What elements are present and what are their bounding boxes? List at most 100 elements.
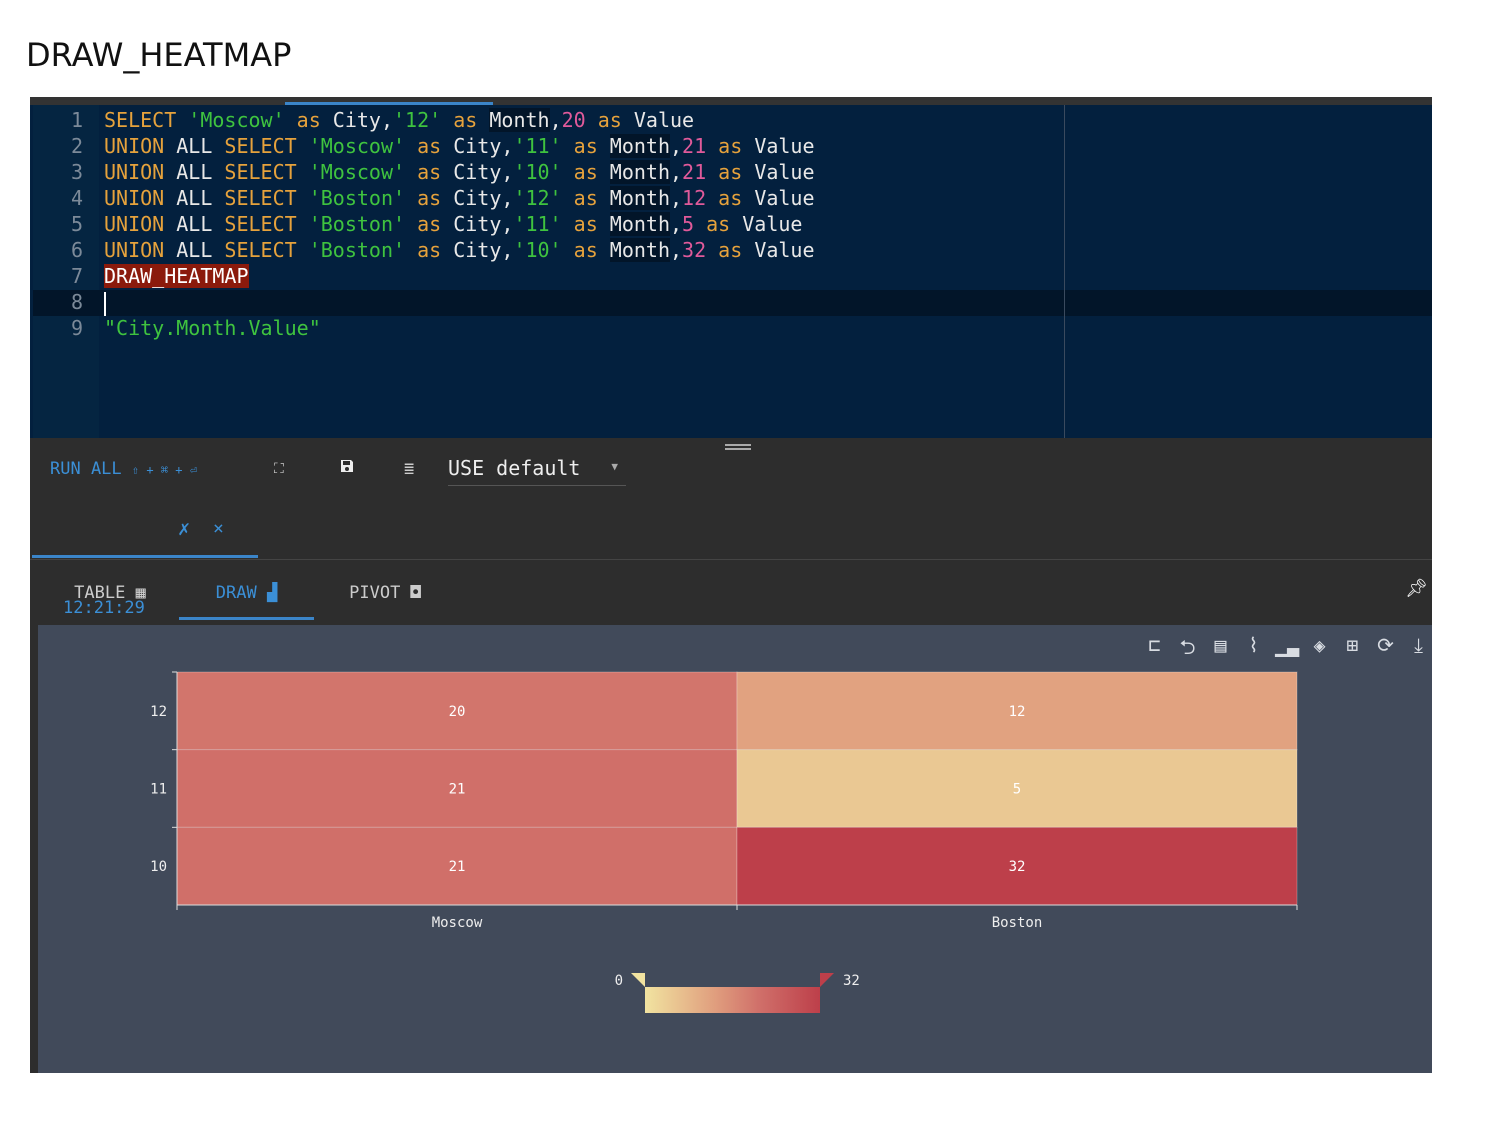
code-token: '12'	[393, 108, 442, 132]
cell-label: 5	[1013, 782, 1021, 798]
pin-icon[interactable]: 📌︎	[1405, 578, 1428, 599]
code-token: 5	[682, 212, 695, 236]
table-grid-icon: ▦	[135, 583, 146, 603]
tab-pivot[interactable]: PIVOT ◘	[335, 578, 435, 620]
restore-icon[interactable]: ⟳	[1377, 633, 1394, 657]
code-token: as	[405, 134, 454, 158]
run-shortcut: ⇧ + ⌘ + ⏎	[131, 463, 197, 477]
download-icon[interactable]: ⤓	[1414, 633, 1423, 657]
code-token: '11'	[513, 134, 562, 158]
bottom-panel: RUN ALL ⇧ + ⌘ + ⏎ ⛶ ≣ USE default ▼ 12:21…	[30, 438, 1432, 1073]
code-token: SELECT	[224, 238, 309, 262]
code-text: UNION ALL SELECT 'Boston' as City,'11' a…	[104, 211, 802, 237]
code-token: SELECT	[224, 186, 309, 210]
code-token: as	[441, 108, 490, 132]
sql-editor[interactable]: 1 SELECT 'Moscow' as City,'12' as Month,2…	[30, 97, 1432, 438]
code-text: DRAW_HEATMAP	[104, 263, 249, 289]
zoom-reset-icon[interactable]: ⮌	[1179, 635, 1196, 659]
current-line-highlight	[33, 290, 1432, 316]
code-token: ALL	[176, 186, 225, 210]
result-tab[interactable]: 12:21:29	[32, 516, 258, 618]
code-token: 'Moscow'	[308, 160, 406, 184]
code-token: SELECT	[104, 108, 189, 132]
code-token: UNION	[104, 160, 177, 184]
code-token: ALL	[176, 160, 225, 184]
code-token: Value	[754, 238, 815, 262]
code-token: '12'	[513, 186, 562, 210]
y-tick-label: 12	[150, 704, 167, 720]
code-token: City,	[332, 108, 394, 132]
heatmap-cell	[176, 826, 738, 906]
code-token: DRAW_HEATMAP	[104, 264, 249, 288]
pivot-icon: ◘	[410, 583, 421, 603]
data-view-icon[interactable]: ▤	[1214, 633, 1227, 657]
code-token: as	[561, 160, 610, 184]
code-token: as	[561, 134, 610, 158]
code-token: as	[561, 186, 610, 210]
code-token: Month	[609, 186, 670, 210]
code-token: '10'	[513, 160, 562, 184]
code-token: ,	[670, 160, 683, 184]
heatmap-cell	[176, 671, 738, 751]
code-token: Month	[609, 212, 670, 236]
code-token: City,	[453, 186, 514, 210]
line-number: 4	[70, 186, 83, 210]
line-chart-icon[interactable]: ⌇	[1248, 633, 1259, 657]
line-number: 8	[70, 290, 83, 314]
code-token: as	[284, 108, 333, 132]
zoom-icon[interactable]: ⊏	[1148, 633, 1161, 657]
editor-active-tab[interactable]	[285, 102, 493, 105]
bar-chart-toggle-icon[interactable]: ▁▃	[1275, 633, 1300, 657]
code-token: as	[561, 238, 610, 262]
code-token: as	[706, 238, 755, 262]
code-token: ,	[549, 108, 562, 132]
code-token: 20	[561, 108, 586, 132]
cell-label: 12	[1009, 704, 1026, 720]
tiled-icon[interactable]: ⊞	[1346, 633, 1359, 657]
y-tick-label: 11	[150, 782, 167, 798]
code-token: 32	[682, 238, 707, 262]
fullscreen-icon[interactable]: ⛶	[274, 461, 284, 477]
heatmap-cell	[736, 749, 1298, 828]
code-token: as	[405, 160, 454, 184]
code-token: 'Moscow'	[188, 108, 285, 132]
save-icon[interactable]	[339, 456, 355, 482]
code-token: 12	[682, 186, 707, 210]
code-token: Value	[742, 212, 803, 236]
line-number: 6	[70, 238, 83, 262]
code-token: ,	[670, 134, 683, 158]
unpin-icon[interactable]: ✗	[178, 516, 191, 540]
code-token: 'Boston'	[308, 186, 406, 210]
y-tick-label: 10	[150, 859, 167, 875]
run-all-button[interactable]: RUN ALL ⇧ + ⌘ + ⏎	[50, 456, 197, 483]
code-token: City,	[453, 238, 514, 262]
tab-draw[interactable]: DRAW ▟	[179, 578, 314, 620]
database-select[interactable]: USE default ▼	[448, 456, 626, 486]
code-token: SELECT	[224, 160, 309, 184]
cell-label: 20	[449, 704, 466, 720]
code-text: SELECT 'Moscow' as City,'12' as Month,20…	[104, 107, 694, 133]
cell-label: 21	[449, 859, 466, 875]
code-token: '10'	[513, 238, 562, 262]
line-number: 3	[70, 160, 83, 184]
close-result-button[interactable]: ×	[213, 518, 224, 539]
x-tick-label: Moscow	[432, 915, 483, 931]
chart-panel: ⊏ ⮌ ▤ ⌇ ▁▃ ◈ ⊞ ⟳ ⤓ 20 21 21 12 5 32 10 11 12 Mosc…	[38, 625, 1432, 1073]
stack-icon[interactable]: ◈	[1313, 633, 1326, 657]
code-text: "City.Month.Value"	[104, 315, 321, 341]
format-list-icon[interactable]: ≣	[404, 459, 415, 479]
line-gutter	[33, 105, 99, 438]
line-number: 9	[70, 316, 83, 340]
resize-handle[interactable]	[725, 444, 751, 450]
code-token: Month	[609, 238, 670, 262]
code-token: City,	[453, 134, 514, 158]
code-token: as	[694, 212, 743, 236]
heatmap-cell	[176, 749, 738, 828]
code-token: Month	[609, 134, 670, 158]
run-all-label: RUN ALL	[50, 459, 122, 479]
tab-table[interactable]: TABLE ▦	[50, 578, 170, 620]
tab-table-label: TABLE	[74, 583, 126, 603]
heatmap-cell	[736, 826, 1298, 906]
code-token: ,	[670, 212, 683, 236]
code-token: ALL	[176, 238, 225, 262]
